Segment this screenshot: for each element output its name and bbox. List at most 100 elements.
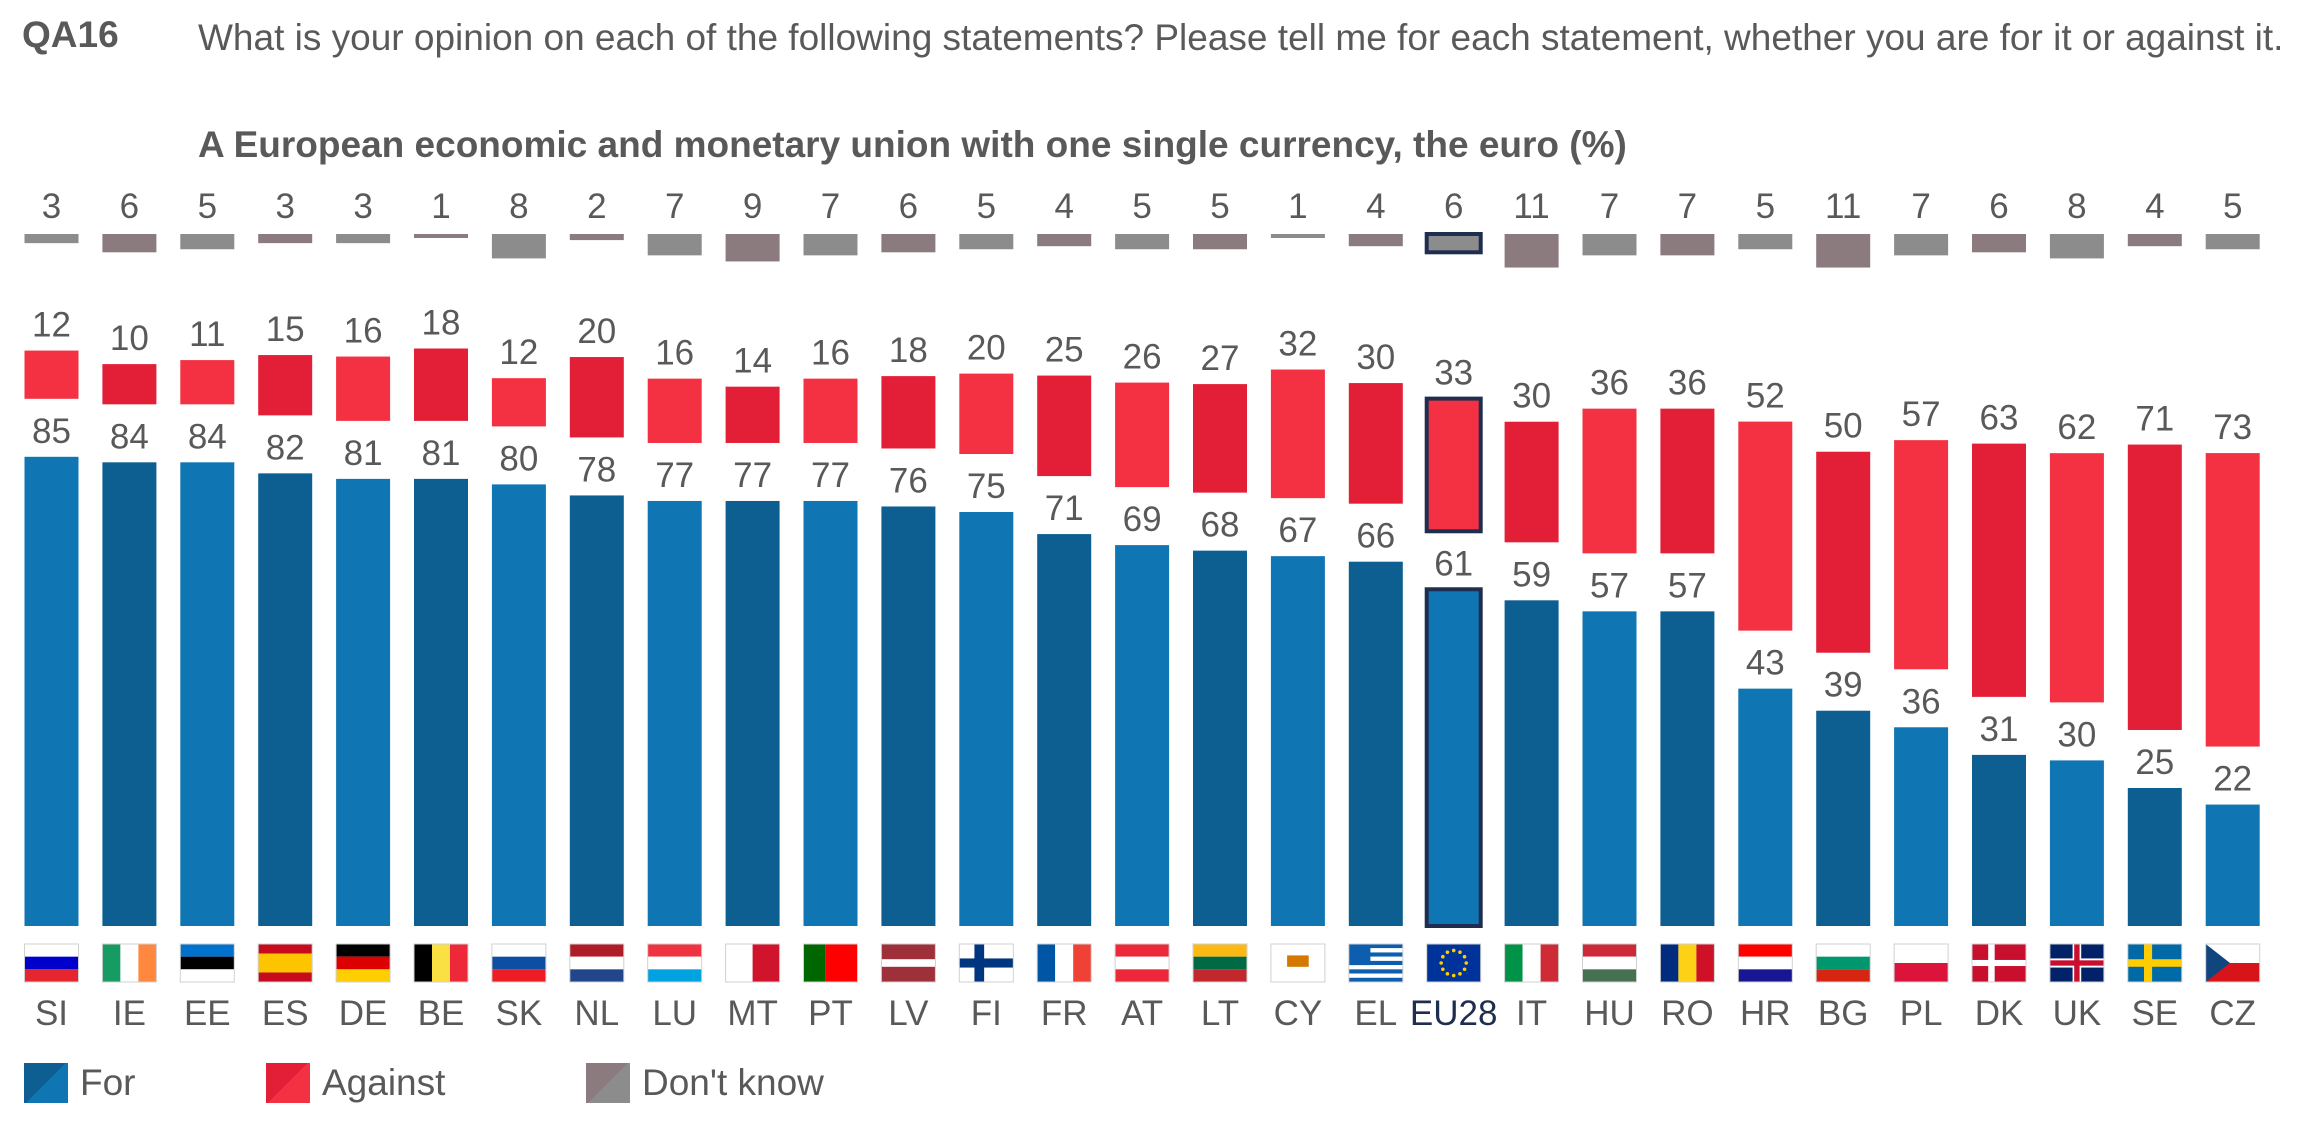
value-label-for-eu28: 61 <box>1434 544 1473 583</box>
value-label-for-lt: 68 <box>1201 506 1240 545</box>
bar-for-pl <box>1894 727 1949 926</box>
value-label-for-lv: 76 <box>889 461 928 500</box>
bar-dont-know-mt <box>725 234 780 262</box>
bar-for-cz <box>2205 804 2260 926</box>
bar-against-sk <box>491 378 546 427</box>
bar-against-nl <box>569 357 624 438</box>
legend-label-for: For <box>80 1062 136 1103</box>
legend-swatch-dont-know <box>586 1063 630 1103</box>
value-label-for-si: 85 <box>32 412 71 451</box>
flag-nl <box>569 943 625 983</box>
value-label-dont-know-lt: 5 <box>1210 187 1229 226</box>
bar-dont-know-de <box>336 234 391 244</box>
category-label-lt: LT <box>1201 994 1239 1033</box>
bar-against-hu <box>1582 408 1637 554</box>
category-label-ie: IE <box>113 994 146 1033</box>
flag-hu <box>1582 943 1637 983</box>
bar-dont-know-ie <box>102 234 157 253</box>
category-label-dk: DK <box>1975 994 2024 1033</box>
category-label-se: SE <box>2131 994 2178 1033</box>
bar-against-fr <box>1037 375 1092 477</box>
bar-dont-know-lu <box>647 234 702 256</box>
legend-item-dont-know: Don't know <box>586 1058 824 1108</box>
value-label-for-hu: 57 <box>1590 566 1629 605</box>
value-label-for-se: 25 <box>2135 743 2174 782</box>
bar-for-hu <box>1582 611 1637 926</box>
bar-dont-know-bg <box>1816 234 1871 268</box>
bar-for-be <box>414 478 468 926</box>
value-label-against-ie: 10 <box>110 319 149 358</box>
value-label-for-mt: 77 <box>733 456 772 495</box>
bar-against-pl <box>1894 440 1949 670</box>
flag-cz <box>2205 943 2261 983</box>
value-label-for-es: 82 <box>266 428 305 467</box>
value-label-dont-know-nl: 2 <box>587 187 606 226</box>
bar-dont-know-uk <box>2049 234 2104 259</box>
value-label-dont-know-ro: 7 <box>1678 187 1697 226</box>
value-label-against-hu: 36 <box>1590 364 1629 403</box>
bar-dont-know-ee <box>180 234 235 250</box>
flag-fr <box>1036 943 1092 983</box>
value-label-against-es: 15 <box>266 310 305 349</box>
value-label-for-fi: 75 <box>967 467 1006 506</box>
value-label-for-hr: 43 <box>1746 644 1785 683</box>
bar-dont-know-si <box>24 234 79 244</box>
bar-dont-know-lv <box>881 234 936 253</box>
bar-for-pt <box>803 500 858 926</box>
value-label-dont-know-ee: 5 <box>198 187 217 226</box>
bar-dont-know-it <box>1504 234 1559 268</box>
bar-dont-know-at <box>1115 234 1170 250</box>
category-label-be: BE <box>418 994 465 1033</box>
value-label-dont-know-fi: 5 <box>977 187 996 226</box>
bar-for-lu <box>647 500 702 926</box>
question-code: QA16 <box>22 14 119 55</box>
bar-against-fi <box>959 373 1014 454</box>
legend-item-for: For <box>24 1058 136 1108</box>
legend-swatch-for <box>24 1063 68 1103</box>
value-label-against-mt: 14 <box>733 342 772 381</box>
bar-for-lt <box>1193 550 1247 926</box>
flag-si <box>24 943 79 983</box>
category-label-uk: UK <box>2053 994 2102 1033</box>
flag-eu28 <box>1426 943 1482 983</box>
value-label-for-fr: 71 <box>1045 489 1084 528</box>
value-label-for-pt: 77 <box>811 456 850 495</box>
bar-dont-know-se <box>2127 234 2182 247</box>
value-label-against-pl: 57 <box>1902 395 1941 434</box>
category-label-pt: PT <box>808 994 853 1033</box>
flag-pl <box>1893 943 1949 983</box>
value-label-dont-know-mt: 9 <box>743 187 762 226</box>
flag-it <box>1504 943 1560 983</box>
bar-against-at <box>1115 382 1170 488</box>
value-label-dont-know-dk: 6 <box>1989 187 2008 226</box>
bar-for-eu28 <box>1424 587 1483 929</box>
value-label-against-dk: 63 <box>1980 399 2019 438</box>
bar-against-cy <box>1270 369 1325 499</box>
bar-for-dk <box>1972 754 2026 926</box>
value-label-against-fi: 20 <box>967 329 1006 368</box>
value-label-dont-know-at: 5 <box>1132 187 1151 226</box>
bar-for-it <box>1504 600 1559 926</box>
value-label-for-pl: 36 <box>1902 682 1941 721</box>
category-label-cz: CZ <box>2209 994 2256 1033</box>
category-label-lv: LV <box>888 994 929 1033</box>
flag-de <box>335 943 391 983</box>
value-label-dont-know-pl: 7 <box>1911 187 1930 226</box>
bar-for-bg <box>1816 710 1871 926</box>
value-label-against-lu: 16 <box>655 334 694 373</box>
bar-against-es <box>258 355 313 416</box>
bar-against-lu <box>647 378 702 443</box>
bar-dont-know-hu <box>1582 234 1637 256</box>
value-label-for-be: 81 <box>422 434 461 473</box>
category-label-fi: FI <box>971 994 1002 1033</box>
bar-dont-know-lt <box>1193 234 1247 250</box>
value-label-against-hr: 52 <box>1746 377 1785 416</box>
value-label-against-pt: 16 <box>811 334 850 373</box>
bar-against-cz <box>2205 453 2260 747</box>
value-label-dont-know-lv: 6 <box>899 187 918 226</box>
bar-dont-know-fr <box>1037 234 1092 247</box>
bar-for-mt <box>725 500 780 926</box>
value-label-dont-know-be: 1 <box>431 187 450 226</box>
flag-pt <box>803 943 858 983</box>
bar-dont-know-ro <box>1660 234 1715 256</box>
